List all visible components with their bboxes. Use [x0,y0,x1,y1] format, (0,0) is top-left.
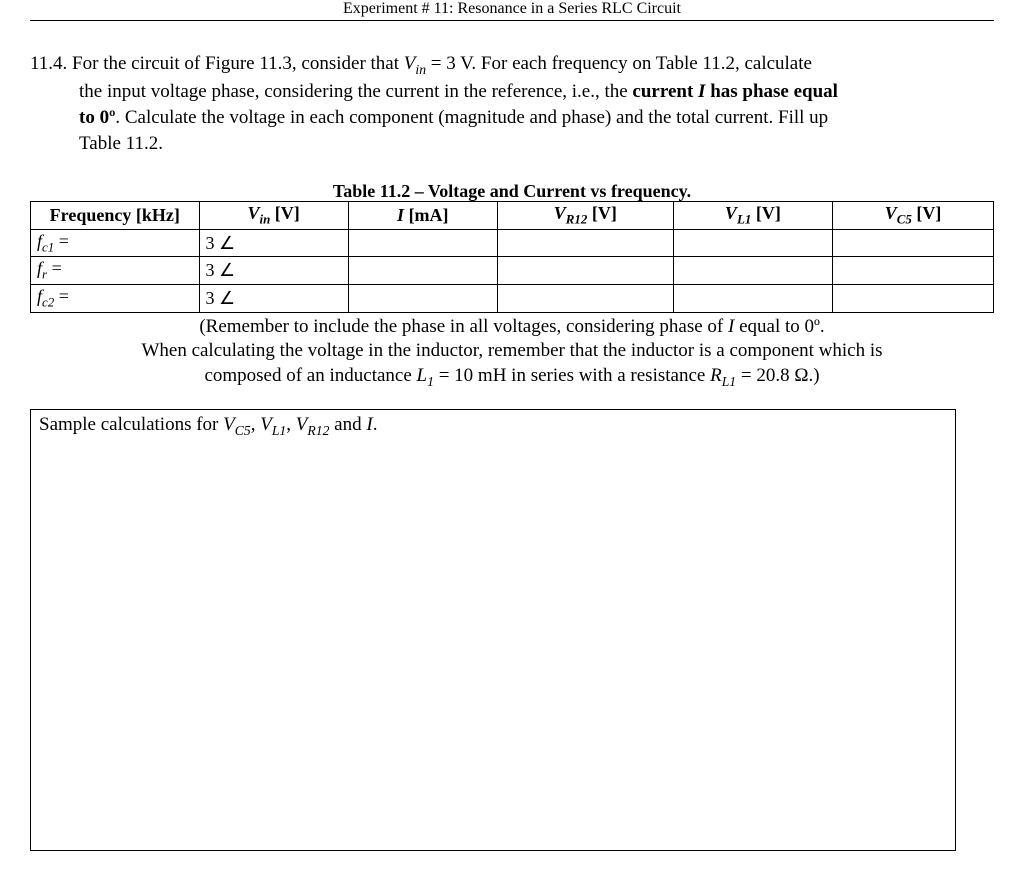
table-note: (Remember to include the phase in all vo… [30,315,994,391]
cell-vl1-1[interactable] [673,229,832,257]
header-divider [30,20,994,21]
table-row: fr = 3 ∠ [31,257,994,285]
cell-vin-3[interactable]: 3 ∠ [199,284,348,312]
th-vl1: VL1 [V] [673,202,832,230]
cell-vc5-3[interactable] [833,284,994,312]
prob-text-3a: to 0º [79,107,115,128]
cell-vr12-2[interactable] [497,257,673,285]
cell-fc1: fc1 = [31,229,200,257]
cell-vr12-1[interactable] [497,229,673,257]
bold-phase: has phase equal [705,81,838,102]
th-vc5: VC5 [V] [833,202,994,230]
th-i: I [mA] [348,202,497,230]
voltage-current-table: Frequency [kHz] Vin [V] I [mA] VR12 [V] … [30,201,994,312]
cell-i-2[interactable] [348,257,497,285]
cell-fr: fr = [31,257,200,285]
cell-vr12-3[interactable] [497,284,673,312]
prob-text-4: Table 11.2. [79,131,994,157]
prob-text-3b: . Calculate the voltage in each componen… [115,107,828,128]
prob-text-1b: = 3 V. For each frequency on Table 11.2,… [426,53,812,74]
cell-vc5-2[interactable] [833,257,994,285]
table-row: fc2 = 3 ∠ [31,284,994,312]
problem-statement: 11.4. For the circuit of Figure 11.3, co… [30,51,994,156]
prob-text-2: the input voltage phase, considering the… [79,81,632,102]
problem-number: 11.4. [30,53,67,74]
table-caption: Table 11.2 – Voltage and Current vs freq… [30,181,994,202]
experiment-header: Experiment # 11: Resonance in a Series R… [30,0,994,18]
prob-text-1: For the circuit of Figure 11.3, consider… [72,53,404,74]
cell-vc5-1[interactable] [833,229,994,257]
vin-symbol: Vin [404,53,426,74]
cell-i-3[interactable] [348,284,497,312]
table-row: fc1 = 3 ∠ [31,229,994,257]
calc-box-label: Sample calculations for VC5, VL1, VR12 a… [39,414,377,435]
cell-i-1[interactable] [348,229,497,257]
th-vin: Vin [V] [199,202,348,230]
cell-vl1-3[interactable] [673,284,832,312]
cell-fc2: fc2 = [31,284,200,312]
bold-current: current [632,81,698,102]
th-frequency: Frequency [kHz] [31,202,200,230]
table-header-row: Frequency [kHz] Vin [V] I [mA] VR12 [V] … [31,202,994,230]
sample-calculations-box[interactable]: Sample calculations for VC5, VL1, VR12 a… [30,409,956,851]
cell-vl1-2[interactable] [673,257,832,285]
cell-vin-2[interactable]: 3 ∠ [199,257,348,285]
th-vr12: VR12 [V] [497,202,673,230]
cell-vin-1[interactable]: 3 ∠ [199,229,348,257]
